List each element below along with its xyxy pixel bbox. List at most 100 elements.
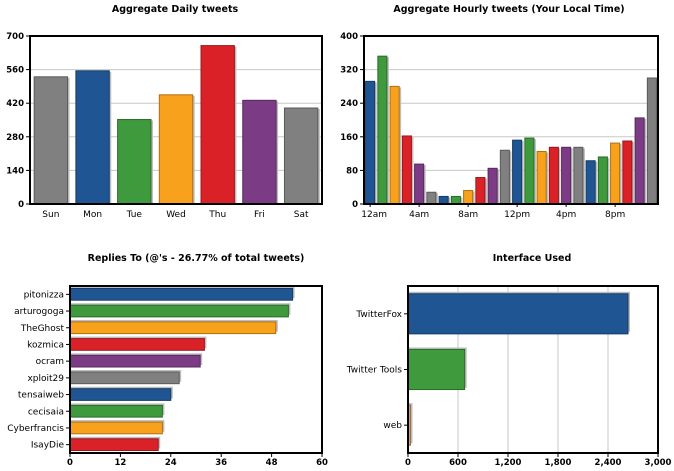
y-category-label: tensaiweb — [18, 391, 64, 401]
bar — [487, 167, 498, 205]
bar — [646, 77, 657, 205]
y-category-label: Twitter Tools — [346, 366, 403, 376]
bar — [69, 438, 159, 451]
y-tick-label: 240 — [340, 99, 358, 109]
y-tick-label: 0 — [18, 200, 24, 210]
y-category-label: pitonizza — [24, 290, 64, 300]
bar — [242, 99, 277, 205]
y-tick-label: 420 — [6, 99, 24, 109]
bar — [407, 293, 629, 335]
y-category-label: xploit29 — [27, 374, 64, 384]
x-tick-label: Sun — [42, 210, 59, 220]
bar — [69, 421, 163, 435]
bar — [158, 94, 194, 205]
x-tick-label: 1,200 — [495, 458, 522, 468]
y-tick-label: 700 — [6, 32, 24, 42]
x-tick-label: Sat — [294, 210, 309, 220]
y-category-label: TheGhost — [20, 324, 65, 334]
interface-used-chart: Interface Used 0 600 1,200 1,800 2,400 3,000 T… — [346, 253, 672, 468]
x-tick-label: 48 — [266, 458, 278, 468]
x-tick-label: 4am — [409, 210, 429, 220]
bar — [365, 80, 376, 205]
y-tick-label: 140 — [6, 166, 24, 176]
bar — [499, 149, 510, 205]
bar — [75, 70, 110, 205]
bar — [69, 288, 294, 301]
bar — [463, 190, 474, 205]
x-tick-label: 2,400 — [595, 458, 622, 468]
bar — [450, 195, 461, 205]
replies-to-chart: Replies To (@'s - 26.77% of total tweets… — [7, 253, 328, 468]
bar — [524, 137, 535, 205]
bar — [69, 388, 172, 401]
bar — [597, 156, 608, 205]
x-tick-label: 36 — [215, 458, 227, 468]
bar — [414, 163, 425, 205]
x-tick-label: 60 — [316, 458, 328, 468]
x-tick-label: Thu — [208, 210, 226, 220]
hourly-tweets-chart: Aggregate Hourly tweets (Your Local Time… — [340, 4, 659, 220]
y-category-label: Cyberfrancis — [7, 424, 64, 434]
y-tick-label: 80 — [346, 166, 358, 176]
x-tick-label: Tue — [126, 210, 143, 220]
bar — [426, 191, 437, 205]
replies-chart-frame — [69, 285, 323, 454]
y-category-label: cecisaia — [28, 407, 64, 417]
bar — [475, 177, 486, 205]
bar — [69, 321, 277, 335]
bar — [69, 371, 180, 385]
y-tick-label: 320 — [340, 66, 358, 76]
interface-chart-title: Interface Used — [493, 253, 572, 264]
x-tick-label: 0 — [67, 458, 73, 468]
hourly-chart-title: Aggregate Hourly tweets (Your Local Time… — [393, 4, 624, 15]
y-category-label: IsayDie — [31, 441, 65, 451]
hourly-chart-frame — [363, 35, 659, 205]
x-tick-label: 12am — [361, 210, 387, 220]
bar — [407, 348, 466, 391]
interface-chart-frame — [407, 285, 659, 454]
replies-chart-title: Replies To (@'s - 26.77% of total tweets… — [88, 253, 305, 264]
daily-tweets-chart: Aggregate Daily tweets 0 140 280 420 560 700 S… — [6, 4, 323, 220]
bar — [377, 55, 388, 205]
x-tick-label: 0 — [405, 458, 411, 468]
x-tick-label: Fri — [254, 210, 265, 220]
bar — [536, 151, 547, 205]
x-tick-label: 4pm — [556, 210, 576, 220]
y-tick-label: 280 — [6, 133, 24, 143]
bar — [401, 135, 412, 205]
bar — [283, 107, 319, 205]
x-tick-label: 8am — [458, 210, 478, 220]
x-tick-label: Mon — [83, 210, 102, 220]
x-tick-label: 12 — [114, 458, 126, 468]
y-category-label: web — [383, 421, 402, 431]
bar — [548, 146, 559, 205]
daily-chart-frame — [29, 35, 323, 205]
bar — [585, 160, 596, 205]
bar — [573, 146, 584, 205]
bar — [389, 85, 400, 205]
x-tick-label: 1,800 — [545, 458, 572, 468]
bar — [117, 119, 152, 205]
bar — [69, 304, 289, 318]
bar — [69, 354, 201, 368]
y-tick-label: 0 — [352, 200, 358, 210]
bar — [561, 146, 572, 205]
bar — [438, 195, 449, 205]
daily-chart-title: Aggregate Daily tweets — [112, 4, 239, 15]
bar — [634, 117, 645, 205]
y-category-label: ocram — [36, 357, 64, 367]
x-tick-label: 600 — [449, 458, 467, 468]
y-category-label: kozmica — [27, 340, 64, 350]
bar — [622, 140, 633, 205]
bar — [33, 76, 69, 205]
x-tick-label: 8pm — [605, 210, 625, 220]
y-category-label: arturogoga — [14, 307, 64, 317]
bar — [69, 338, 205, 351]
bar — [610, 142, 621, 205]
bar — [69, 404, 163, 418]
x-tick-label: 24 — [165, 458, 177, 468]
y-tick-label: 160 — [340, 133, 358, 143]
y-category-label: TwitterFox — [355, 310, 402, 320]
y-tick-label: 400 — [340, 32, 358, 42]
